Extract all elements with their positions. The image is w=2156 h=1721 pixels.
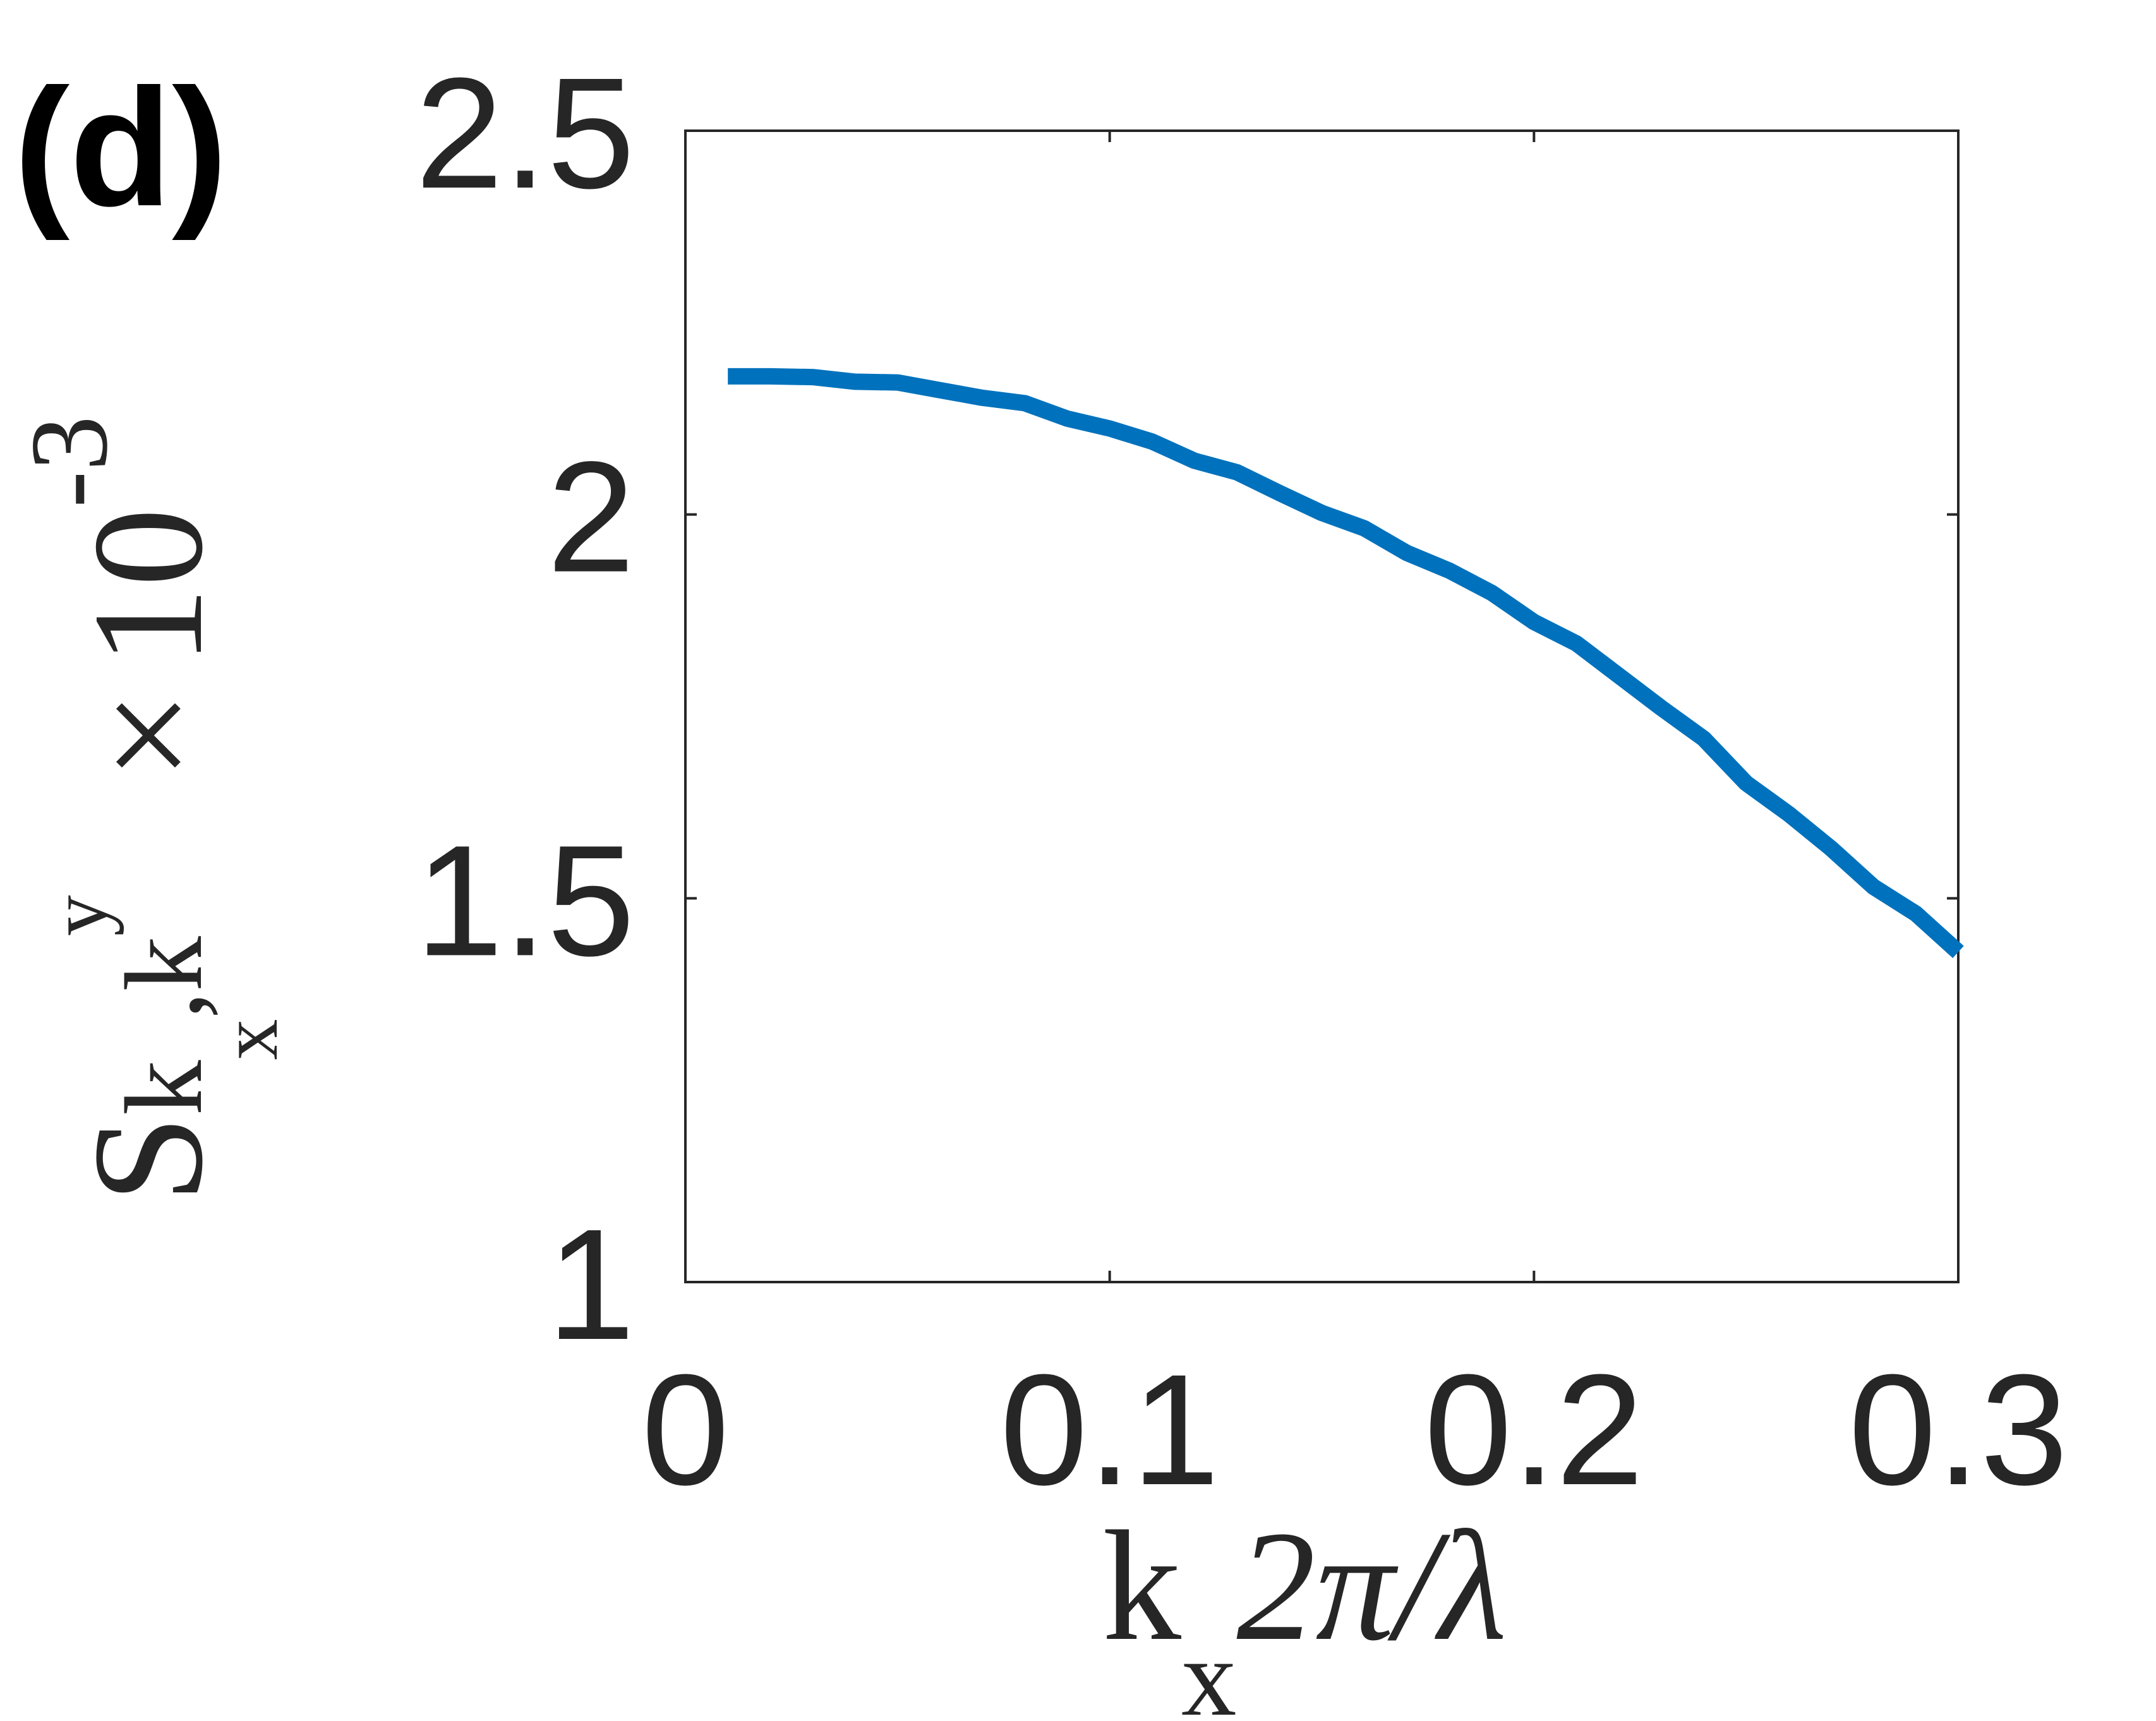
y-tick-label: 2 bbox=[547, 429, 635, 605]
y-multiplier-times: × bbox=[61, 691, 236, 780]
svg-text:Skx,ky: Skx,ky bbox=[33, 895, 295, 1203]
series-line bbox=[728, 368, 1964, 959]
x-tick-label: 0.3 bbox=[1848, 1341, 2068, 1518]
x-axis-ticks bbox=[684, 131, 1960, 1282]
x-tick-label: 0 bbox=[641, 1341, 729, 1518]
y-axis-ticks bbox=[685, 129, 1958, 1283]
x-axis-label: kx2π/λ bbox=[1102, 1499, 1507, 1721]
x-axis-tick-labels: 0 0.1 0.2 0.3 bbox=[641, 1341, 2068, 1518]
x-label-rest: 2π/λ bbox=[1237, 1499, 1507, 1674]
y-label-sub-k2: k bbox=[102, 936, 225, 992]
x-label-base: k bbox=[1102, 1499, 1181, 1674]
y-multiplier-exponent: -3 bbox=[8, 416, 130, 508]
x-tick-label: 0.2 bbox=[1424, 1341, 1644, 1518]
y-label-comma: , bbox=[102, 992, 225, 1019]
y-multiplier-base: 10 bbox=[61, 508, 236, 666]
y-label-sub-y: y bbox=[33, 895, 124, 936]
y-axis-label: Skx,ky bbox=[33, 895, 295, 1203]
y-tick-label: 1.5 bbox=[415, 812, 635, 988]
y-axis-tick-labels: 1 1.5 2 2.5 bbox=[415, 45, 635, 1372]
x-tick-label: 0.1 bbox=[1000, 1341, 1220, 1518]
svg-text:kx2π/λ: kx2π/λ bbox=[1102, 1499, 1507, 1721]
series-layer bbox=[728, 368, 1964, 959]
panel-label: (d) bbox=[14, 54, 227, 242]
x-label-sub: x bbox=[1181, 1616, 1237, 1721]
y-tick-label: 2.5 bbox=[415, 45, 635, 221]
axes-box bbox=[684, 129, 1960, 1283]
y-label-base: S bbox=[61, 1115, 236, 1203]
y-label-sub-x: x bbox=[204, 1019, 295, 1060]
svg-text:×10-3: × 10-3 bbox=[8, 416, 236, 780]
y-tick-label: 1 bbox=[547, 1196, 635, 1372]
y-multiplier: × 10-3 bbox=[8, 416, 236, 780]
y-label-sub-k1: k bbox=[102, 1060, 225, 1115]
